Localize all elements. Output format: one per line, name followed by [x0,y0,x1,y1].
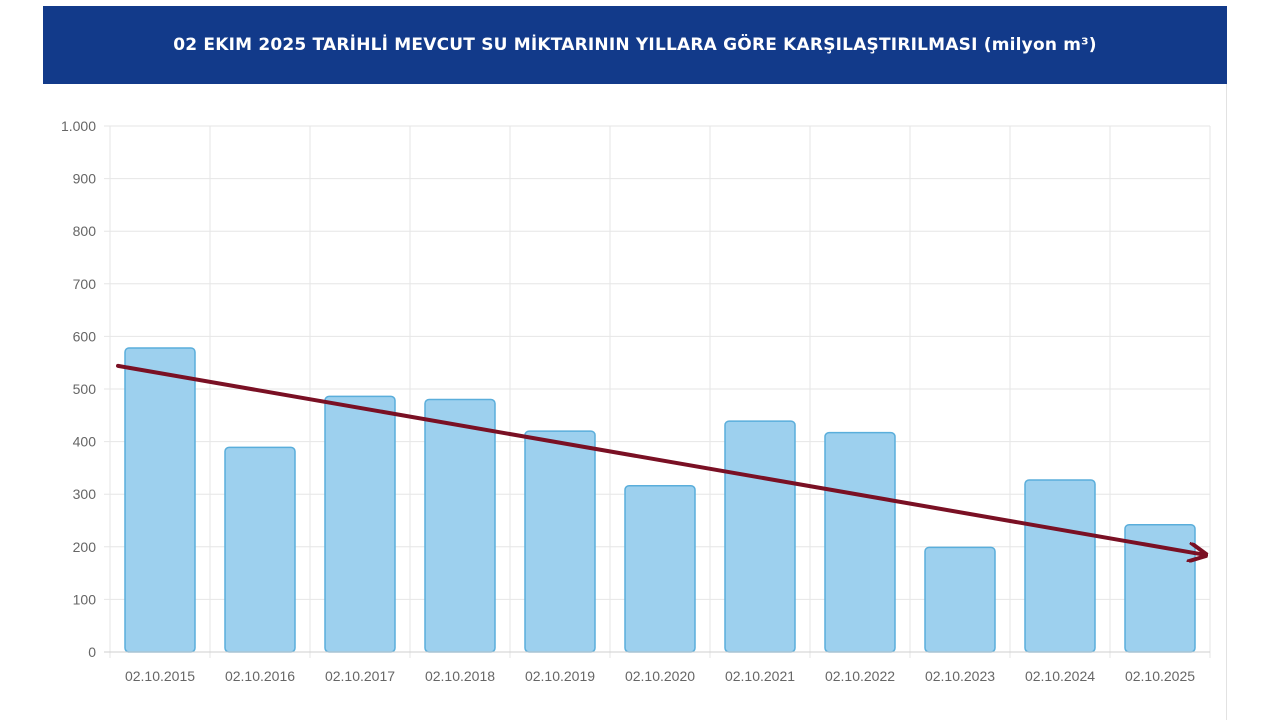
trend-layer [116,363,1204,555]
y-tick-label: 300 [73,486,97,502]
x-tick-label: 02.10.2015 [125,668,195,684]
bar [924,546,996,653]
x-tick-label: 02.10.2025 [1125,668,1195,684]
chart-title-banner: 02 EKIM 2025 TARİHLİ MEVCUT SU MİKTARINI… [43,6,1227,84]
y-tick-label: 500 [73,381,97,397]
x-tick-label: 02.10.2019 [525,668,595,684]
x-tick-label: 02.10.2017 [325,668,395,684]
x-tick-label: 02.10.2021 [725,668,795,684]
y-tick-label: 200 [73,539,97,555]
bar [724,420,796,653]
bar [524,430,596,653]
chart-panel [43,84,1227,720]
bar [424,398,496,653]
y-tick-label: 700 [73,276,97,292]
bar [324,395,396,653]
trend-arrow [116,363,1204,555]
bar [824,431,896,653]
chart-title: 02 EKIM 2025 TARİHLİ MEVCUT SU MİKTARINI… [173,35,1097,55]
x-tick-label: 02.10.2024 [1025,668,1095,684]
bar [1024,479,1096,653]
y-tick-label: 100 [73,591,97,607]
x-tick-label: 02.10.2018 [425,668,495,684]
bar [124,347,196,653]
x-tick-label: 02.10.2023 [925,668,995,684]
y-tick-label: 1.000 [61,118,96,134]
y-tick-label: 900 [73,171,97,187]
y-tick-label: 600 [73,328,97,344]
axes: 0 100 200 300 400 500 600 700 800 900 1.000 02.10.2… [61,118,1210,684]
x-tick-label: 02.10.2020 [625,668,695,684]
bar [624,485,696,653]
x-tick-label: 02.10.2016 [225,668,295,684]
y-tick-label: 0 [88,644,96,660]
x-tick-label: 02.10.2022 [825,668,895,684]
y-tick-label: 800 [73,223,97,239]
bar [224,446,296,653]
y-tick-label: 400 [73,434,97,450]
